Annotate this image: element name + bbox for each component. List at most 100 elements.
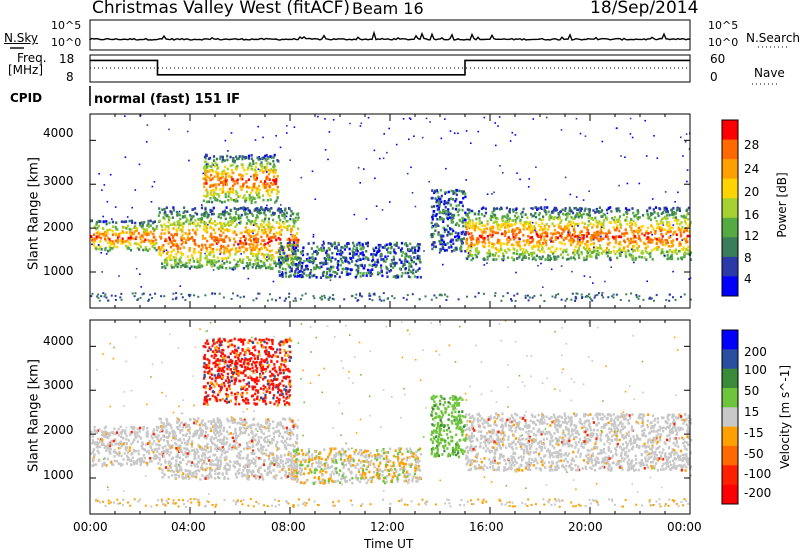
range-cell xyxy=(617,248,620,252)
range-cell xyxy=(577,247,580,250)
range-cell xyxy=(674,219,677,222)
range-cell xyxy=(400,247,404,250)
range-cell xyxy=(109,247,112,250)
range-cell xyxy=(670,241,673,244)
range-cell xyxy=(516,257,519,260)
range-cell xyxy=(230,187,233,190)
range-cell xyxy=(398,267,401,270)
range-cell xyxy=(674,216,677,219)
range-cell xyxy=(267,193,270,196)
range-cell xyxy=(205,170,208,173)
range-cell xyxy=(92,233,96,236)
range-cell xyxy=(600,226,603,229)
range-cell xyxy=(612,226,615,229)
range-cell xyxy=(325,249,328,253)
range-cell xyxy=(105,296,108,299)
range-cell xyxy=(353,213,356,216)
range-cell xyxy=(587,207,590,211)
range-cell xyxy=(153,428,156,431)
range-cell xyxy=(91,439,94,442)
range-cell xyxy=(404,256,407,259)
range-cell xyxy=(246,476,249,480)
range-cell xyxy=(228,224,231,227)
range-cell xyxy=(290,472,293,476)
range-cell xyxy=(674,251,677,254)
range-cell xyxy=(629,237,633,241)
range-cell xyxy=(473,243,476,247)
range-cell xyxy=(541,247,544,250)
range-cell xyxy=(210,178,213,182)
range-cell xyxy=(525,241,528,245)
range-cell xyxy=(668,256,671,260)
range-cell xyxy=(168,447,172,450)
range-cell xyxy=(237,243,239,246)
range-cell xyxy=(594,249,597,253)
range-cell xyxy=(685,133,688,135)
range-cell xyxy=(250,242,253,246)
range-cell xyxy=(204,157,207,160)
range-cell xyxy=(613,215,616,219)
range-cell xyxy=(477,226,480,229)
range-cell xyxy=(574,245,577,248)
range-cell xyxy=(649,238,652,241)
range-cell xyxy=(276,209,279,212)
range-cell xyxy=(249,258,252,262)
range-cell xyxy=(680,295,682,298)
range-cell xyxy=(666,224,670,228)
range-cell xyxy=(395,261,398,265)
range-cell xyxy=(242,196,245,199)
range-cell xyxy=(245,248,248,251)
range-cell xyxy=(186,455,189,458)
range-cell xyxy=(541,255,544,258)
range-cell xyxy=(442,246,445,250)
range-cell xyxy=(193,222,196,226)
range-cell xyxy=(680,233,683,237)
range-cell xyxy=(502,259,505,262)
range-cell xyxy=(311,274,314,278)
range-cell xyxy=(619,243,622,247)
range-cell xyxy=(276,448,279,452)
range-cell xyxy=(522,207,525,211)
range-cell xyxy=(433,205,436,208)
range-cell xyxy=(275,251,278,255)
range-cell xyxy=(280,245,283,249)
range-cell xyxy=(90,295,93,298)
range-cell xyxy=(231,247,234,251)
range-cell xyxy=(661,250,664,254)
range-cell xyxy=(686,248,689,252)
range-cell xyxy=(438,240,441,243)
range-cell xyxy=(212,206,215,210)
range-cell xyxy=(635,230,638,233)
range-cell xyxy=(320,249,323,252)
range-cell xyxy=(266,204,268,207)
range-cell xyxy=(231,419,234,422)
range-cell xyxy=(266,175,269,179)
range-cell xyxy=(535,244,538,247)
range-cell xyxy=(331,243,334,246)
range-cell xyxy=(328,256,331,259)
range-cell xyxy=(117,452,120,456)
range-cell xyxy=(140,286,142,288)
range-cell xyxy=(501,232,504,236)
range-cell xyxy=(666,220,669,224)
range-cell xyxy=(640,251,643,255)
range-cell xyxy=(272,211,275,215)
range-cell xyxy=(246,231,249,234)
range-cell xyxy=(106,446,109,450)
range-cell xyxy=(223,240,226,243)
range-cell xyxy=(483,264,486,266)
range-cell xyxy=(607,251,610,255)
range-cell xyxy=(289,256,292,260)
range-cell xyxy=(680,214,683,218)
range-cell xyxy=(602,296,605,299)
range-cell xyxy=(267,237,270,241)
range-cell xyxy=(468,251,471,254)
range-cell xyxy=(480,221,483,224)
range-cell xyxy=(281,275,284,278)
range-cell xyxy=(471,236,474,240)
range-cell xyxy=(263,440,266,443)
range-cell xyxy=(241,157,244,161)
range-cell xyxy=(108,442,111,446)
range-cell xyxy=(488,249,491,252)
range-cell xyxy=(223,465,226,468)
